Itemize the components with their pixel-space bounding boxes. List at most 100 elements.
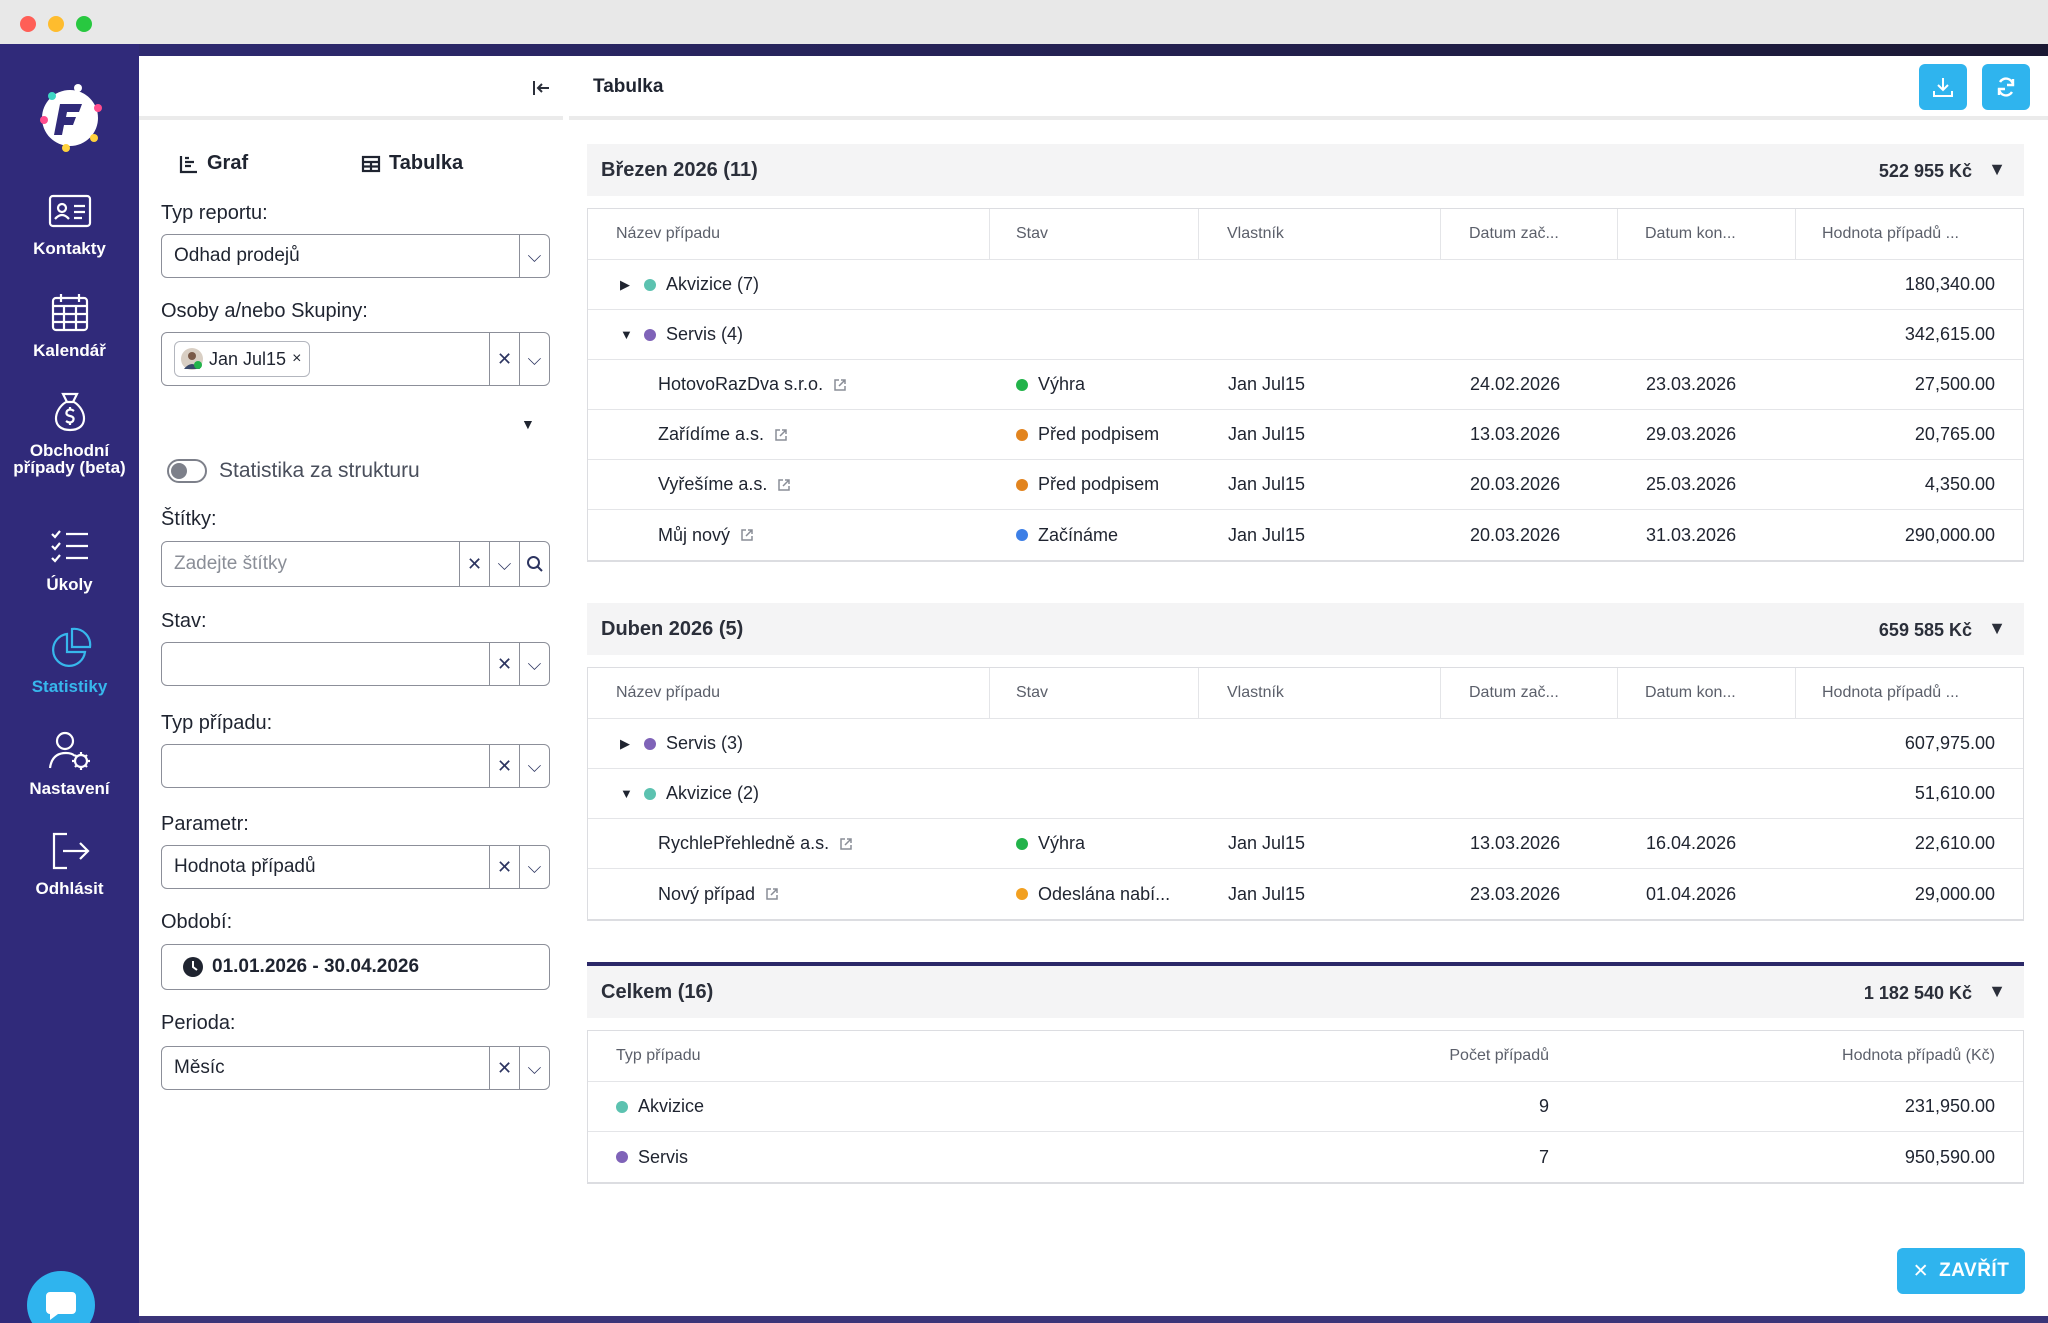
group-sum: 659 585 Kč [1878,620,1972,640]
refresh-button[interactable] [1982,64,2030,110]
table-row-group[interactable]: ▶ Akvizice (7) 180,340.00 [588,260,2023,310]
chevron-down-icon[interactable]: ⌵ [519,643,549,685]
table-row[interactable]: HotovoRazDva s.r.o. Výhra Jan Jul15 24.0… [588,360,2023,410]
collapse-triangle-icon[interactable]: ▼ [1988,981,2006,1001]
external-link-icon[interactable] [777,478,791,492]
window-zoom-dot[interactable] [76,16,92,32]
column-header[interactable]: Hodnota případů ... [1822,684,1959,701]
case-name-link[interactable]: Vyřešíme a.s. [658,474,768,494]
group-header-april[interactable]: Duben 2026 (5) 659 585 Kč ▼ [587,603,2024,655]
case-name-link[interactable]: HotovoRazDva s.r.o. [658,374,824,394]
column-header[interactable]: Hodnota případů (Kč) [1842,1047,1995,1064]
nav-settings[interactable]: Nastavení [0,728,139,797]
chevron-down-icon[interactable]: ⌵ [489,542,519,586]
clear-icon[interactable]: ✕ [459,542,489,586]
case-name-link[interactable]: Můj nový [658,524,731,545]
nav-business-cases[interactable]: Obchodní případy (beta) [0,390,139,476]
table-row[interactable]: Servis 7 950,590.00 [588,1132,2023,1182]
nav-tasks[interactable]: Úkoly [0,524,139,593]
nav-statistics[interactable]: Statistiky [0,626,139,695]
clear-icon[interactable]: ✕ [489,1047,519,1089]
external-link-icon[interactable] [833,378,847,392]
chevron-down-icon[interactable]: ⌵ [519,333,549,385]
window-close-dot[interactable] [20,16,36,32]
table-row[interactable]: Vyřešíme a.s. Před podpisem Jan Jul15 20… [588,460,2023,510]
search-icon[interactable] [519,542,549,586]
column-header[interactable]: Datum zač... [1469,684,1559,701]
close-button[interactable]: ✕ ZAVŘÍT [1897,1248,2025,1294]
tab-graph[interactable]: Graf [179,152,248,175]
expand-caret-icon[interactable]: ▶ [620,735,630,751]
nav-contacts[interactable]: Kontakty [0,188,139,257]
structure-toggle[interactable] [167,459,207,483]
page-title: Tabulka [593,76,664,97]
chevron-down-icon[interactable]: ⌵ [519,745,549,787]
remove-chip-icon[interactable]: × [292,350,302,367]
column-header[interactable]: Název případu [616,684,721,701]
app-logo-icon[interactable] [30,78,110,158]
table-row[interactable]: Zařídíme a.s. Před podpisem Jan Jul15 13… [588,410,2023,460]
clear-icon[interactable]: ✕ [489,745,519,787]
periodicity-select[interactable]: Měsíc ✕ ⌵ [161,1046,550,1090]
column-header[interactable]: Počet případů [1449,1047,1549,1064]
period-picker[interactable]: 01.01.2026 - 30.04.2026 [161,944,550,990]
table-row-group[interactable]: ▶ Servis (3) 607,975.00 [588,719,2023,769]
collapse-caret-icon[interactable]: ▼ [620,327,633,342]
persons-multiselect[interactable]: Jan Jul15 × ✕ ⌵ [161,332,550,386]
group-row-name: Servis (3) [666,733,744,753]
chevron-down-icon[interactable]: ⌵ [519,1047,549,1089]
table-total: Typ případu Počet případů Hodnota případ… [587,1030,2024,1184]
expand-caret-icon[interactable]: ▶ [620,276,630,292]
external-link-icon[interactable] [765,887,779,901]
table-row[interactable]: Akvizice 9 231,950.00 [588,1082,2023,1132]
collapse-panel-icon[interactable] [529,76,553,100]
download-button[interactable] [1919,64,1967,110]
owner: Jan Jul15 [1228,374,1306,394]
column-header[interactable]: Vlastník [1227,225,1284,242]
column-header[interactable]: Název případu [616,225,721,242]
case-name-link[interactable]: RychlePřehledně a.s. [658,833,830,853]
external-link-icon[interactable] [774,428,788,442]
expand-persons-icon[interactable]: ▼ [521,416,535,432]
group-header-total[interactable]: Celkem (16) 1 182 540 Kč ▼ [587,962,2024,1018]
table-row-group[interactable]: ▼ Akvizice (2) 51,610.00 [588,769,2023,819]
status-select[interactable]: ✕ ⌵ [161,642,550,686]
column-header[interactable]: Datum kon... [1645,225,1736,242]
column-header[interactable]: Hodnota případů ... [1822,225,1959,242]
column-header[interactable]: Typ případu [616,1047,701,1064]
column-header[interactable]: Vlastník [1227,684,1284,701]
chat-button[interactable] [27,1271,95,1323]
collapse-triangle-icon[interactable]: ▼ [1988,618,2006,638]
table-row[interactable]: Nový případ Odeslána nabí... Jan Jul15 2… [588,869,2023,919]
parameter-select[interactable]: Hodnota případů ✕ ⌵ [161,845,550,889]
external-link-icon[interactable] [740,528,754,542]
nav-logout[interactable]: Odhlásit [0,828,139,897]
column-header[interactable]: Datum kon... [1645,684,1736,701]
tab-table[interactable]: Tabulka [361,152,463,175]
external-link-icon[interactable] [839,837,853,851]
chevron-down-icon[interactable]: ⌵ [519,846,549,888]
report-type-select[interactable]: Odhad prodejů ⌵ [161,234,550,278]
table-row[interactable]: RychlePřehledně a.s. Výhra Jan Jul15 13.… [588,819,2023,869]
nav-label: Obchodní případy (beta) [13,441,126,477]
table-row-group[interactable]: ▼ Servis (4) 342,615.00 [588,310,2023,360]
clear-icon[interactable]: ✕ [489,643,519,685]
column-header[interactable]: Stav [1016,225,1049,242]
collapse-triangle-icon[interactable]: ▼ [1988,159,2006,179]
tags-input[interactable]: Zadejte štítky ✕ ⌵ [161,541,550,587]
group-header-march[interactable]: Březen 2026 (11) 522 955 Kč ▼ [587,144,2024,196]
case-type-select[interactable]: ✕ ⌵ [161,744,550,788]
clear-icon[interactable]: ✕ [489,846,519,888]
case-name-link[interactable]: Zařídíme a.s. [658,424,765,444]
clear-icon[interactable]: ✕ [489,333,519,385]
case-name-link[interactable]: Nový případ [658,883,756,904]
chevron-down-icon[interactable]: ⌵ [519,235,549,277]
window-minimize-dot[interactable] [48,16,64,32]
column-header[interactable]: Datum zač... [1469,225,1559,242]
nav-calendar[interactable]: Kalendář [0,290,139,359]
table-row[interactable]: Můj nový Začínáme Jan Jul15 20.03.2026 3… [588,510,2023,560]
start-date: 13.03.2026 [1470,833,1561,853]
collapse-caret-icon[interactable]: ▼ [620,786,633,801]
period-value: 01.01.2026 - 30.04.2026 [212,956,420,977]
column-header[interactable]: Stav [1016,684,1049,701]
